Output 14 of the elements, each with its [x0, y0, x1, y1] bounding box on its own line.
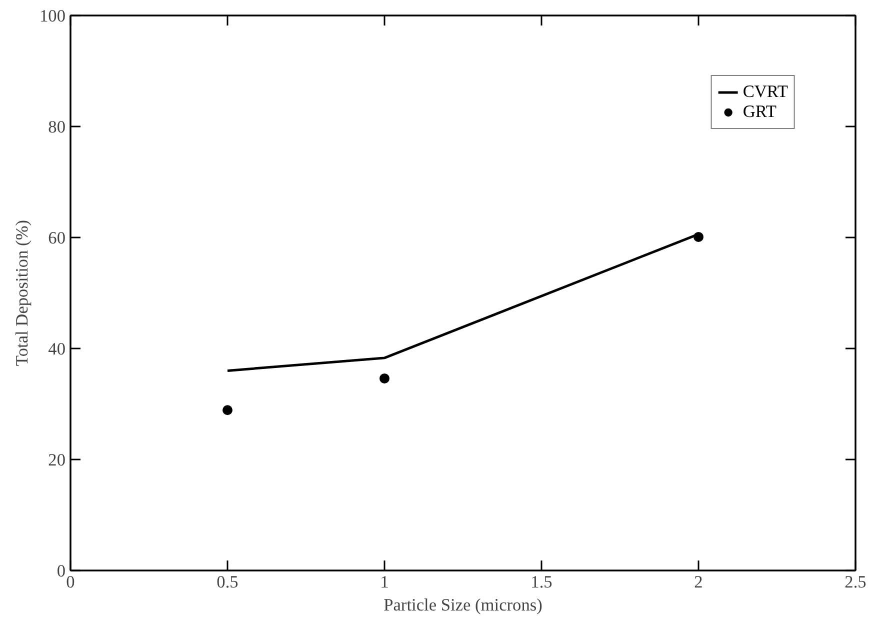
x-axis-title: Particle Size (microns) [384, 596, 543, 614]
x-tick-label: 2.5 [844, 572, 866, 592]
y-axis-title: Total Deposition (%) [12, 220, 32, 366]
y-tick-label: 20 [48, 450, 66, 470]
legend-label: CVRT [742, 82, 788, 102]
y-tick-label: 80 [48, 118, 66, 136]
x-tick-label: 0.5 [216, 572, 238, 592]
y-tick-label: 40 [48, 340, 66, 358]
legend-label: GRT [742, 102, 776, 122]
x-tick-label: 1.5 [530, 572, 552, 592]
x-tick-label: 2 [694, 572, 703, 592]
y-tick-label: 60 [48, 228, 66, 248]
y-tick-label: 100 [40, 6, 66, 26]
x-tick-label: 1 [380, 572, 389, 592]
